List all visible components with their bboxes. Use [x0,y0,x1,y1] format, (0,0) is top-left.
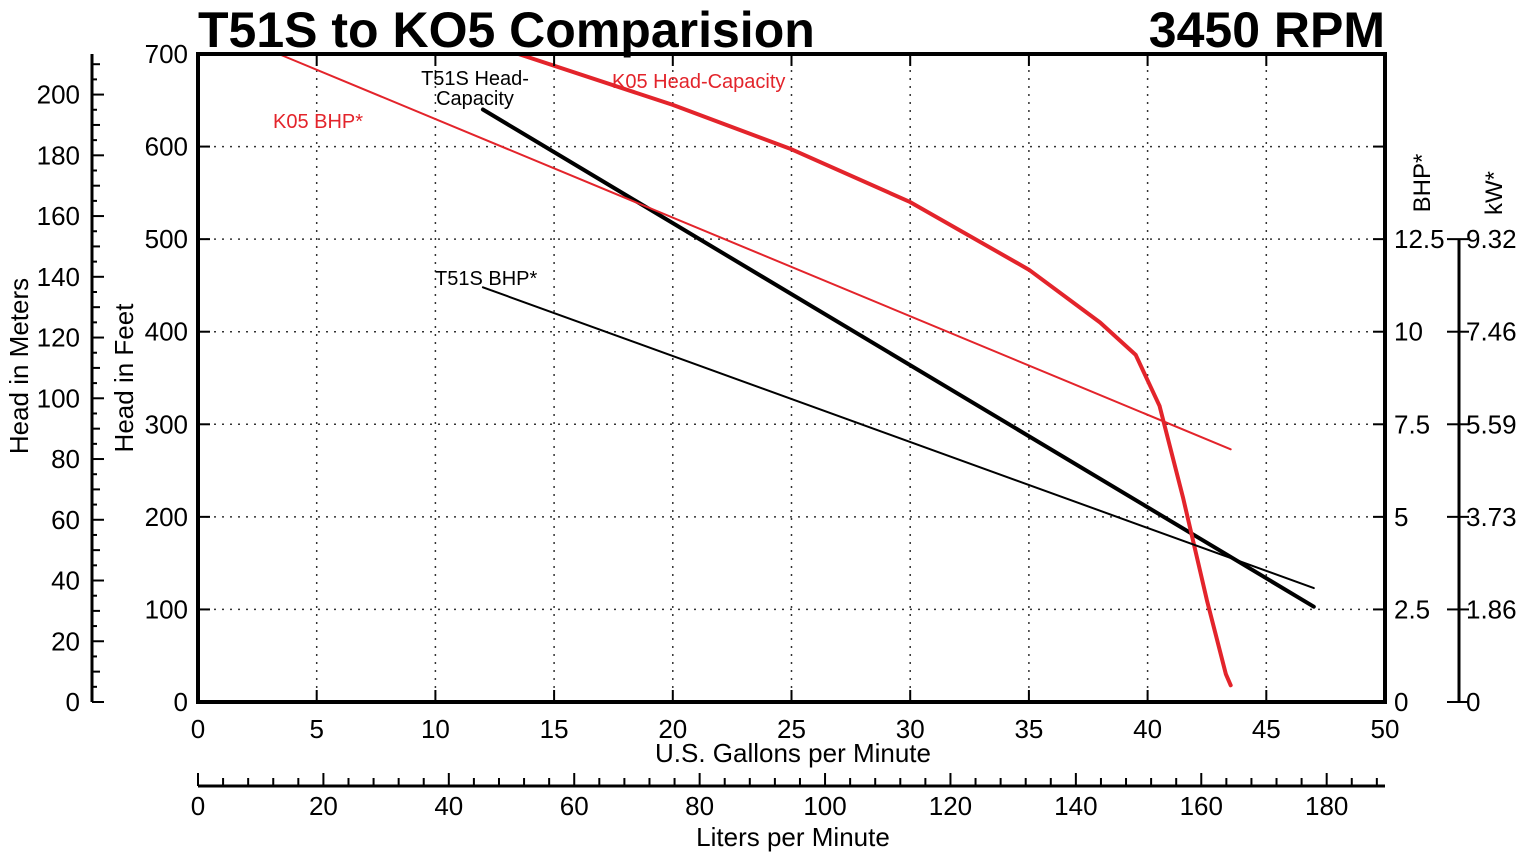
lpm-tick-label: 20 [309,791,338,821]
kw-tick-label: 7.46 [1466,317,1517,347]
series-line-0 [480,107,1316,609]
x-tick-label: 20 [658,714,687,744]
series-line-2 [277,53,1232,451]
kw-tick-label: 9.32 [1466,224,1517,254]
y-tick-label: 400 [145,317,188,347]
meters-tick-label: 40 [51,566,80,596]
axes: 0 5 10 15 20 25 30 35 40 45 5001002003004005006007… [37,39,1517,821]
lpm-tick-label: 80 [685,791,714,821]
lpm-tick-label: 60 [560,791,589,821]
meters-tick-label: 120 [37,323,80,353]
meters-tick-label: 140 [37,262,80,292]
bhp-tick-label: 12.5 [1394,224,1445,254]
series-lines [277,52,1316,688]
meters-tick-label: 0 [66,687,80,717]
x-tick-label: 15 [540,714,569,744]
x-tick-label: 40 [1133,714,1162,744]
meters-tick-label: 60 [51,505,80,535]
bhp-tick-label: 7.5 [1394,409,1430,439]
lpm-tick-label: 160 [1180,791,1223,821]
bhp-tick-label: 0 [1394,687,1408,717]
lpm-tick-label: 0 [191,791,205,821]
lpm-tick-label: 120 [929,791,972,821]
series-label: K05 Head-Capacity [612,71,785,93]
meters-tick-label: 160 [37,201,80,231]
grid-lines [198,54,1385,702]
lpm-tick-label: 100 [803,791,846,821]
bhp-tick-label: 5 [1394,502,1408,532]
kw-tick-label: 5.59 [1466,409,1517,439]
lpm-tick-label: 140 [1054,791,1097,821]
series-line-1 [516,52,1233,688]
x-tick-label: 25 [777,714,806,744]
x-tick-label: 0 [191,714,205,744]
kw-tick-label: 0 [1466,687,1480,717]
y-axis-label-meters: Head in Meters [4,278,34,454]
lpm-axis-label: Liters per Minute [696,822,890,852]
bhp-tick-label: 2.5 [1394,594,1430,624]
bhp-axis-label: BHP* [1409,154,1436,213]
meters-tick-label: 100 [37,383,80,413]
series-label: K05 BHP* [273,111,363,133]
x-axis-label: U.S. Gallons per Minute [655,738,931,768]
y-tick-label: 600 [145,132,188,162]
y-axis-label-feet: Head in Feet [109,303,139,453]
kw-axis-label: kW* [1481,171,1508,215]
meters-tick-label: 200 [37,80,80,110]
meters-tick-label: 180 [37,140,80,170]
bhp-tick-label: 10 [1394,317,1423,347]
x-tick-label: 50 [1371,714,1400,744]
x-tick-label: 35 [1014,714,1043,744]
x-tick-label: 5 [309,714,323,744]
y-tick-label: 100 [145,594,188,624]
series-labels: T51S Head-Capacity K05 Head-Capacity K05 B… [273,68,785,290]
chart-title: T51S to KO5 Comparision [198,2,815,58]
y-tick-label: 700 [145,39,188,69]
kw-tick-label: 3.73 [1466,502,1517,532]
x-tick-label: 10 [421,714,450,744]
kw-tick-label: 1.86 [1466,594,1517,624]
meters-tick-label: 20 [51,626,80,656]
lpm-tick-label: 40 [434,791,463,821]
x-tick-label: 30 [896,714,925,744]
y-tick-label: 200 [145,502,188,532]
x-tick-label: 45 [1252,714,1281,744]
chart-subtitle: 3450 RPM [1148,2,1385,58]
lpm-tick-label: 180 [1305,791,1348,821]
series-line-3 [481,286,1315,590]
series-label: Capacity [436,88,514,110]
meters-tick-label: 80 [51,444,80,474]
y-tick-label: 0 [174,687,188,717]
y-tick-label: 500 [145,224,188,254]
series-label: T51S Head- [421,68,529,90]
y-tick-label: 300 [145,409,188,439]
series-label: T51S BHP* [435,268,537,290]
axis-labels: U.S. Gallons per Minute Liters per Minut… [4,154,1508,852]
